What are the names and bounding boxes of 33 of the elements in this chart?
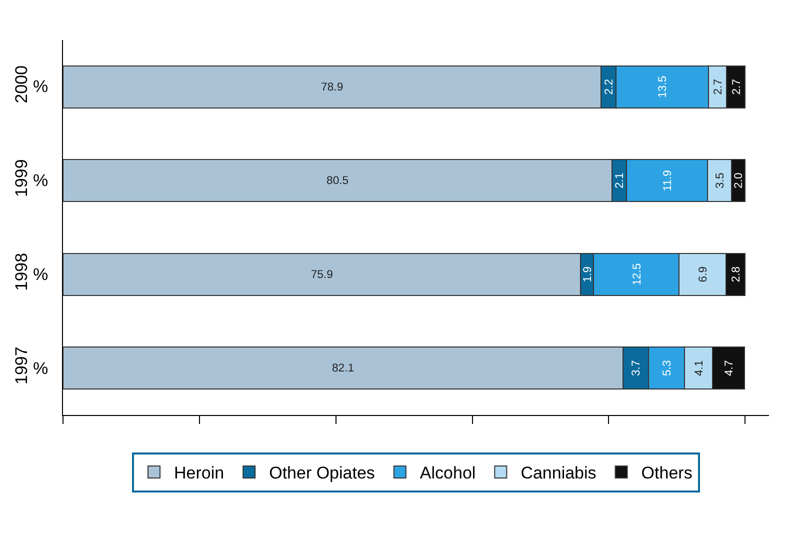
data-label: 6.9	[697, 266, 710, 282]
data-label: 12.5	[631, 263, 644, 286]
text: %	[33, 77, 48, 96]
data-label: 2.8	[730, 266, 743, 282]
data-label: 3.5	[714, 172, 726, 189]
y-tick-label: 1998	[12, 252, 32, 291]
data-label: 78.9	[321, 81, 344, 94]
data-label: 2.7	[712, 78, 724, 95]
data-label: 11.9	[662, 170, 674, 192]
text: %	[33, 171, 48, 190]
text: %	[33, 265, 48, 284]
data-label: 82.1	[332, 362, 354, 375]
text: %	[33, 359, 48, 378]
y-tick-label: 1999	[12, 159, 32, 197]
y-tick-label: 1997	[12, 346, 32, 384]
data-label: 75.9	[310, 268, 333, 281]
y-tick-label: 2000	[12, 65, 32, 104]
data-label: 3.7	[630, 360, 643, 376]
data-label: 80.5	[326, 175, 349, 188]
legend-label: Canniabis	[520, 464, 596, 483]
data-label: 13.5	[657, 76, 670, 98]
data-label: 1.9	[582, 266, 594, 282]
data-label: 2.2	[604, 78, 616, 95]
data-label: 2.7	[730, 78, 743, 95]
data-label: 4.1	[693, 360, 706, 376]
data-label: 2.1	[614, 172, 626, 189]
data-label: 2.0	[733, 172, 746, 189]
legend-label: Alcohol	[420, 464, 476, 483]
data-label: 4.7	[723, 360, 736, 376]
legend-label: Others	[641, 464, 692, 483]
legend-label: Other Opiates	[269, 464, 375, 483]
data-label: 5.3	[661, 360, 674, 376]
legend-label: Heroin	[174, 464, 224, 483]
